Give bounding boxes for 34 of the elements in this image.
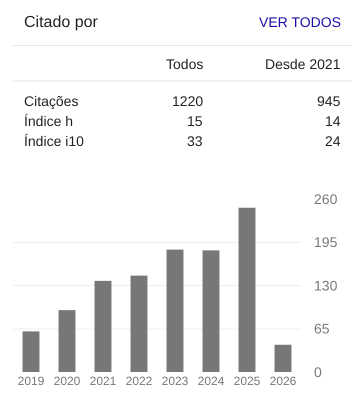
text: Desde 2021 — [265, 56, 341, 72]
text: 15 — [187, 113, 203, 129]
text: 14 — [325, 113, 341, 129]
text: Todos — [166, 56, 204, 72]
bar — [58, 310, 76, 372]
x-tick-label: 2025 — [234, 374, 261, 388]
x-tick-label: 2020 — [54, 374, 81, 388]
bar — [94, 280, 112, 372]
text: Citado por — [24, 14, 98, 31]
bar — [166, 250, 184, 372]
bar — [22, 331, 40, 372]
text: VER TODOS — [259, 14, 341, 30]
x-tick-label: 2024 — [198, 374, 225, 388]
text: 945 — [317, 93, 341, 109]
y-tick-label: 65 — [314, 320, 330, 337]
text: 33 — [187, 133, 203, 149]
bar — [274, 344, 292, 372]
bar — [202, 250, 220, 372]
text: Índice h — [24, 113, 74, 129]
text: 24 — [325, 133, 341, 149]
bar — [130, 276, 148, 372]
x-tick-label: 2021 — [90, 374, 117, 388]
y-tick-label: 195 — [314, 234, 338, 250]
y-tick-label: 130 — [314, 277, 338, 294]
bar — [238, 208, 256, 372]
x-tick-label: 2023 — [162, 374, 189, 388]
x-tick-label: 2026 — [270, 374, 297, 388]
y-tick-label: 260 — [314, 191, 338, 208]
x-tick-label: 2022 — [126, 374, 153, 388]
y-tick-label: 0 — [314, 364, 322, 380]
text: Citações — [24, 93, 78, 109]
text: Índice i10 — [24, 133, 84, 149]
x-tick-label: 2019 — [18, 374, 45, 388]
text: 1220 — [172, 93, 204, 109]
